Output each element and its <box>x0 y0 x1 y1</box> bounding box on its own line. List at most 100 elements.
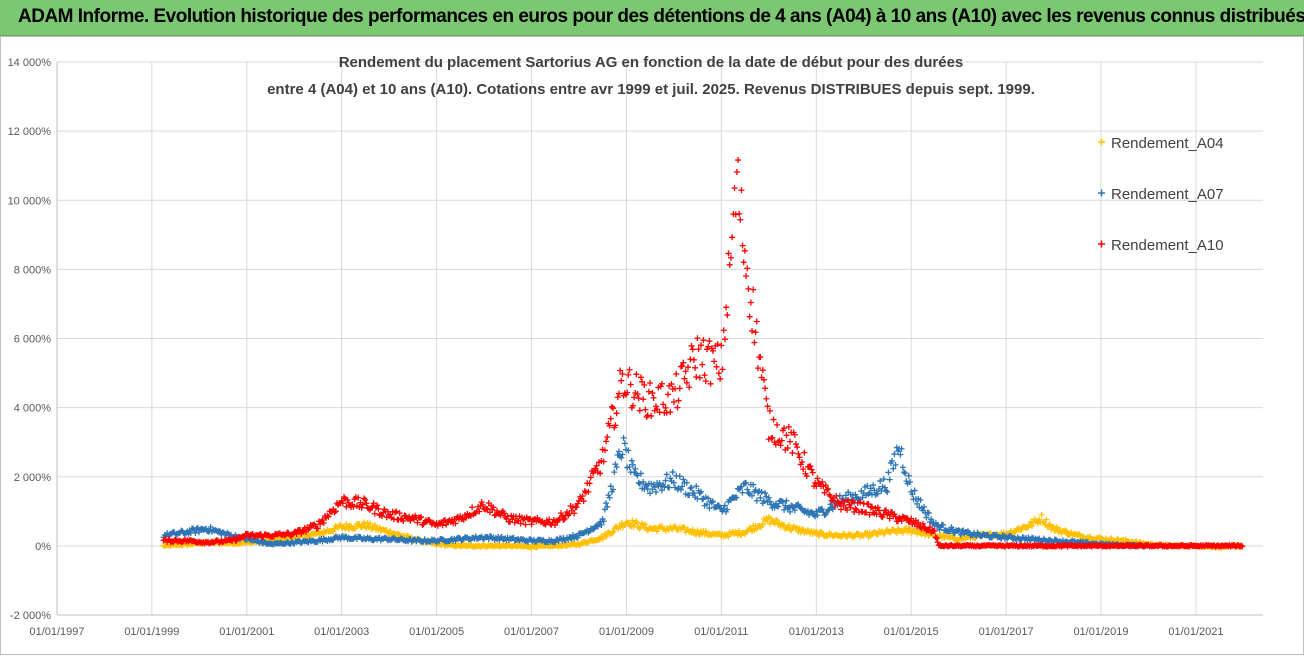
data-point <box>747 299 754 306</box>
data-point <box>604 503 611 510</box>
data-point <box>825 485 832 492</box>
data-point <box>749 328 756 335</box>
data-point <box>909 491 916 498</box>
data-point <box>490 504 497 511</box>
data-point <box>561 515 568 522</box>
x-tick-label: 01/01/2013 <box>789 626 844 638</box>
data-point <box>1239 543 1246 550</box>
data-point <box>613 464 620 471</box>
data-point <box>760 497 767 504</box>
data-point <box>798 458 805 465</box>
data-point <box>999 532 1006 539</box>
data-point <box>619 371 626 378</box>
report-title: ADAM Informe. Evolution historique des p… <box>18 6 1304 27</box>
data-point <box>610 486 617 493</box>
data-point <box>867 504 874 511</box>
data-point <box>638 520 645 527</box>
data-point <box>459 515 466 522</box>
data-point <box>677 486 684 493</box>
data-point <box>746 525 753 532</box>
data-point <box>628 457 635 464</box>
data-point <box>668 381 675 388</box>
data-point <box>689 526 696 533</box>
data-point <box>319 516 326 523</box>
data-point <box>917 497 924 504</box>
data-point <box>593 462 600 469</box>
y-tick-label: 6 000% <box>14 334 52 346</box>
data-point <box>269 533 276 540</box>
data-point <box>607 415 614 422</box>
data-point <box>585 488 592 495</box>
data-point <box>393 508 400 515</box>
data-point <box>715 502 722 509</box>
data-point <box>625 519 632 526</box>
data-point <box>625 447 632 454</box>
data-point <box>606 494 613 501</box>
data-point <box>400 517 407 524</box>
data-point <box>791 507 798 514</box>
data-point <box>375 505 382 512</box>
data-point <box>396 510 403 517</box>
data-point <box>610 528 617 535</box>
data-point <box>949 526 956 533</box>
data-point <box>604 434 611 441</box>
data-point <box>735 157 742 164</box>
data-point <box>847 504 854 511</box>
data-point <box>733 168 740 175</box>
data-point <box>700 337 707 344</box>
data-point <box>1063 528 1070 535</box>
data-point <box>634 519 641 526</box>
data-point <box>674 404 681 411</box>
data-point <box>737 216 744 223</box>
data-point <box>614 394 621 401</box>
data-point <box>629 461 636 468</box>
data-point <box>695 346 702 353</box>
data-point <box>754 365 761 372</box>
data-point <box>766 407 773 414</box>
data-point <box>808 466 815 473</box>
data-point <box>879 514 886 521</box>
x-tick-label: 01/01/2001 <box>219 626 274 638</box>
data-point <box>509 516 516 523</box>
data-point <box>636 480 643 487</box>
data-point <box>933 535 940 542</box>
data-point <box>603 533 610 540</box>
data-point <box>469 504 476 511</box>
data-point <box>637 374 644 381</box>
data-point <box>637 470 644 477</box>
data-point <box>778 437 785 444</box>
data-point <box>784 505 791 512</box>
x-tick-label: 01/01/2017 <box>979 626 1034 638</box>
data-point <box>1054 524 1061 531</box>
data-point <box>902 470 909 477</box>
yield-scatter-chart: -2 000% 0% 2 000% 4 000% 6 000% 8 000% 10 000%… <box>8 54 1263 638</box>
data-point <box>751 339 758 346</box>
data-point <box>650 394 657 401</box>
data-point <box>343 521 350 528</box>
data-point <box>713 363 720 370</box>
data-point <box>827 501 834 508</box>
data-point <box>618 454 625 461</box>
data-point <box>897 451 904 458</box>
data-point <box>362 496 369 503</box>
data-point <box>789 503 796 510</box>
data-point <box>696 374 703 381</box>
x-tick-label: 01/01/1997 <box>29 626 84 638</box>
data-point <box>866 511 873 518</box>
data-point <box>914 500 921 507</box>
data-point <box>649 390 656 397</box>
data-point <box>743 479 750 486</box>
legend-marker <box>1098 138 1105 146</box>
data-point <box>825 507 832 514</box>
data-point <box>574 500 581 507</box>
data-point <box>759 521 766 528</box>
data-point <box>815 533 822 540</box>
data-point <box>749 492 756 499</box>
data-point <box>795 450 802 457</box>
y-axis-ticks: -2 000% 0% 2 000% 4 000% 6 000% 8 000% 10 000%… <box>8 57 52 622</box>
data-point <box>216 527 223 534</box>
data-point <box>683 479 690 486</box>
data-point <box>355 494 362 501</box>
data-point <box>926 524 933 531</box>
data-point <box>646 490 653 497</box>
